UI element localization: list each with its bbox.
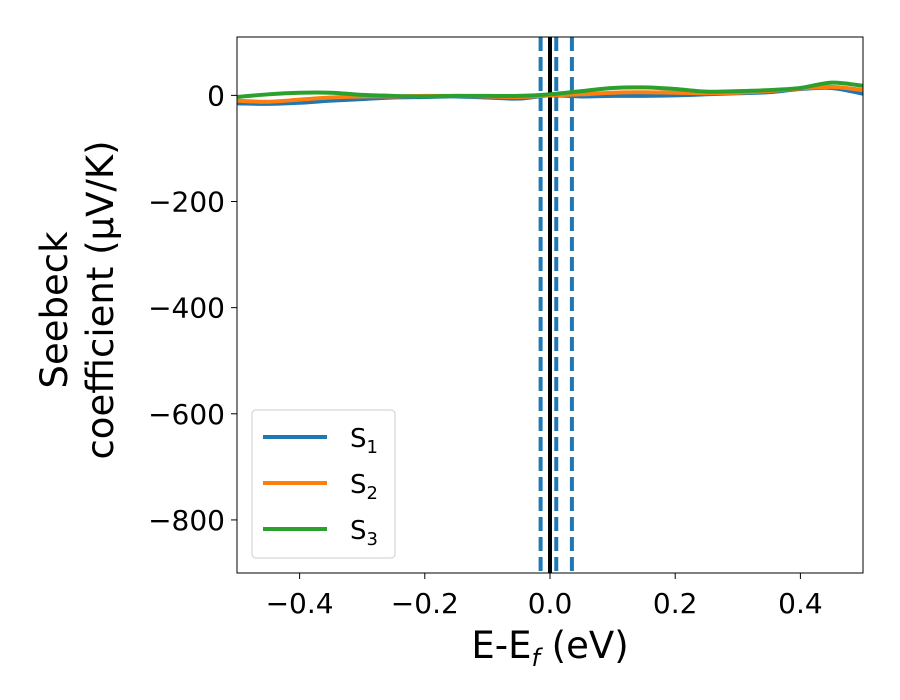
x-tick-label: 0.0 <box>528 587 573 620</box>
y-tick-label: −800 <box>148 504 225 537</box>
y-tick-label: −400 <box>148 292 225 325</box>
x-axis-label-unit: (eV) <box>540 624 629 667</box>
y-axis-label-line1: Seebeck <box>33 231 76 389</box>
legend-label-s2: S2 <box>350 470 378 504</box>
x-tick-label: 0.2 <box>653 587 698 620</box>
x-axis-label: E-Ef (eV) <box>471 624 628 672</box>
x-axis-label-main: E-E <box>471 624 531 667</box>
y-axis-label-line2: coefficient (μV/K) <box>79 140 122 459</box>
y-tick-label: −600 <box>148 398 225 431</box>
x-tick-label: −0.2 <box>391 587 459 620</box>
y-axis: 0 −200 −400 −600 −800 <box>148 79 237 537</box>
series-line-s3 <box>237 80 863 99</box>
x-axis: −0.4 −0.2 0.0 0.2 0.4 <box>266 573 823 620</box>
legend-label-s1: S1 <box>350 424 378 458</box>
vertical-lines <box>538 37 574 573</box>
legend-label-s3: S3 <box>350 516 378 550</box>
y-tick-label: 0 <box>207 79 225 112</box>
x-tick-label: −0.4 <box>266 587 334 620</box>
y-tick-label: −200 <box>148 186 225 219</box>
series-lines <box>237 80 863 106</box>
legend: S1 S2 S3 <box>251 409 396 559</box>
x-tick-label: 0.4 <box>778 587 823 620</box>
